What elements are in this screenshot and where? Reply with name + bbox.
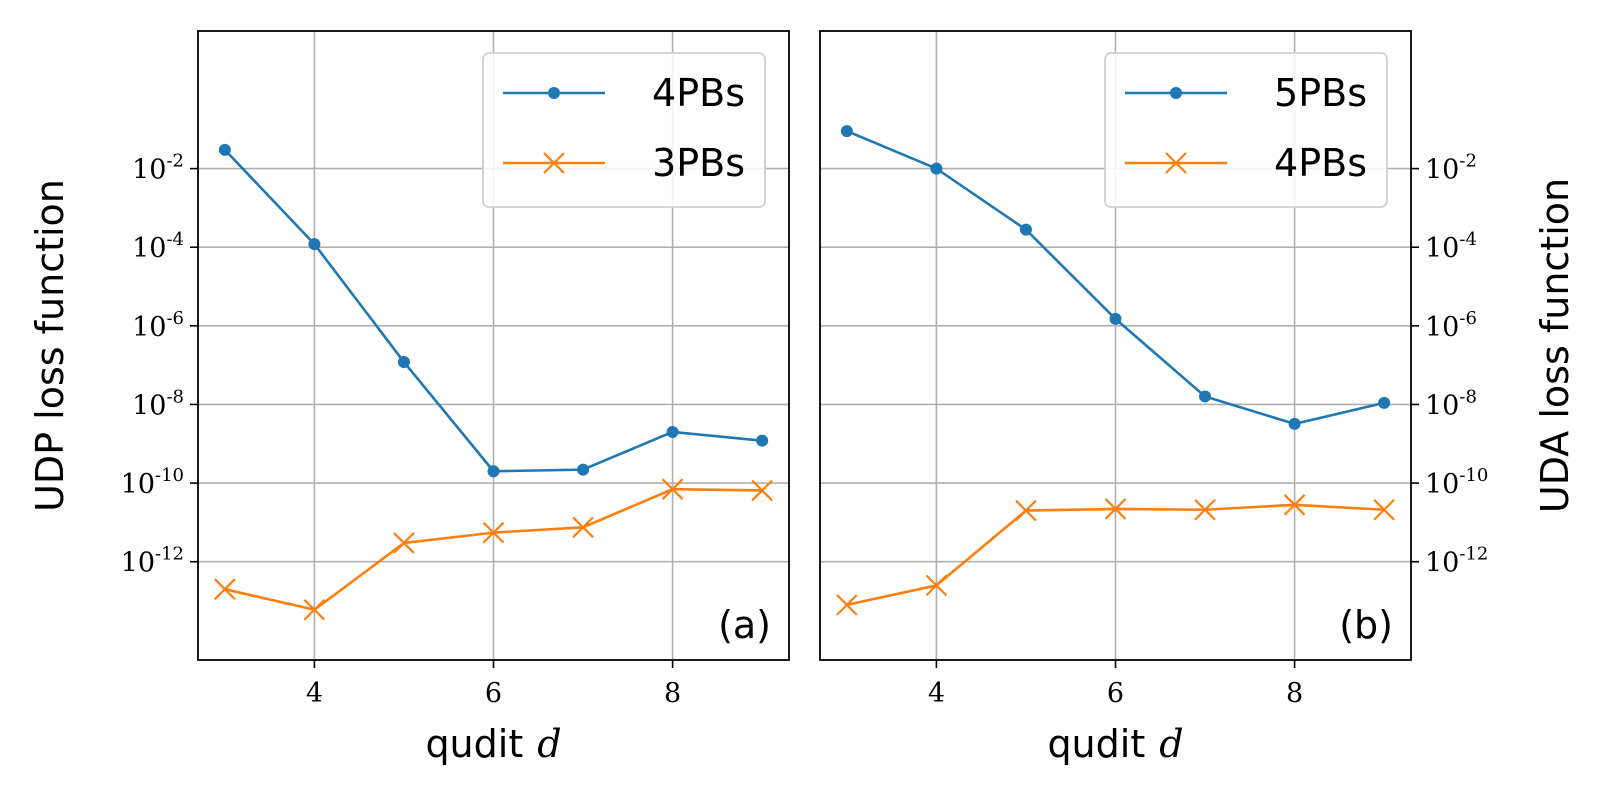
legend-marker	[1165, 152, 1187, 174]
data-point	[925, 574, 948, 597]
data-point	[756, 434, 769, 447]
data-point	[482, 521, 505, 544]
x-tick-label: 4	[306, 678, 323, 709]
data-point	[1109, 312, 1122, 325]
x-tick-label: 8	[664, 678, 681, 709]
data-point	[1378, 396, 1391, 409]
data-point	[751, 479, 773, 502]
data-point	[218, 143, 231, 156]
data-point	[214, 578, 236, 600]
y-tick-exponent: -4	[1459, 229, 1477, 250]
y-tick-label: 10-6	[132, 308, 184, 343]
y-tick-base: 10	[1425, 390, 1459, 421]
y-tick-label: 10-2	[1425, 151, 1477, 186]
y-tick-exponent: -12	[1459, 544, 1488, 565]
y-tick-exponent: -4	[166, 229, 184, 250]
y-tick-label: 10-2	[132, 151, 184, 186]
plot-frame	[197, 30, 790, 661]
data-point	[930, 162, 943, 175]
y-tick-base: 10	[132, 233, 166, 264]
x-axis-title-variable: d	[537, 722, 561, 766]
y-tick-exponent: -12	[155, 544, 184, 565]
data-point	[393, 532, 415, 554]
y-tick-base: 10	[132, 312, 166, 343]
y-tick-base: 10	[1425, 548, 1459, 579]
y-tick-base: 10	[1425, 233, 1459, 264]
legend-label: 4PBs	[652, 71, 745, 115]
data-point	[661, 478, 684, 500]
data-point	[1373, 498, 1395, 521]
data-point	[1015, 499, 1037, 522]
data-point	[1199, 390, 1212, 403]
y-tick-base: 10	[121, 469, 155, 500]
y-tick-exponent: -10	[155, 465, 184, 486]
y-tick-base: 10	[132, 155, 166, 186]
y-tick-exponent: -8	[1459, 386, 1477, 407]
y-tick-base: 10	[1425, 155, 1459, 186]
legend-marker	[1170, 87, 1182, 99]
y-tick-base: 10	[121, 548, 155, 579]
x-tick-label: 6	[485, 678, 502, 709]
y-tick-exponent: -8	[166, 386, 184, 407]
data-point	[303, 598, 326, 621]
x-tick-label: 4	[928, 678, 945, 709]
x-axis-title-text: qudit	[1047, 722, 1145, 766]
x-axis-title: qudit d	[425, 722, 561, 766]
y-tick-label: 10-10	[121, 465, 184, 500]
legend: 4PBs 3PBs	[482, 52, 766, 208]
y-tick-base: 10	[1425, 469, 1459, 500]
y-tick-base: 10	[132, 390, 166, 421]
data-point	[308, 238, 321, 251]
data-point	[836, 594, 858, 616]
y-tick-label: 10-4	[132, 229, 184, 264]
chart-panel-a: 4 6 810-1210-1010-810-610-410-24PBs3PBs(a)…	[28, 30, 790, 766]
y-tick-label: 10-12	[1425, 544, 1488, 579]
data-point	[1194, 498, 1216, 521]
y-tick-exponent: -2	[1459, 151, 1477, 172]
y-tick-label: 10-6	[1425, 308, 1477, 343]
chart-panel-b: 4 6 810-1210-1010-810-610-410-25PBs4PBs(b)…	[819, 30, 1577, 766]
x-axis-title-text: qudit	[425, 722, 523, 766]
legend: 5PBs 4PBs	[1104, 52, 1388, 208]
data-point	[577, 463, 590, 476]
data-point	[1104, 498, 1127, 520]
y-axis-title: UDP loss function	[28, 179, 72, 512]
y-tick-label: 10-8	[132, 386, 184, 421]
legend-label: 4PBs	[1274, 141, 1367, 185]
legend-marker	[543, 152, 565, 174]
legend-label: 3PBs	[652, 141, 745, 185]
panel-label: (b)	[1339, 603, 1393, 647]
data-point	[572, 516, 594, 539]
x-tick-label: 6	[1107, 678, 1124, 709]
data-point	[840, 125, 853, 138]
legend-marker	[548, 87, 560, 99]
x-axis-title: qudit d	[1047, 722, 1183, 766]
legend-label: 5PBs	[1274, 71, 1367, 115]
panel-label: (a)	[718, 603, 771, 647]
y-tick-label: 10-12	[121, 544, 184, 579]
y-tick-label: 10-10	[1425, 465, 1488, 500]
data-point	[397, 356, 410, 369]
y-axis-title: UDA loss function	[1533, 178, 1577, 513]
data-point	[487, 465, 500, 478]
data-point	[1019, 223, 1032, 236]
plot-frame	[819, 30, 1412, 661]
y-tick-exponent: -6	[166, 308, 184, 329]
y-tick-exponent: -6	[1459, 308, 1477, 329]
x-axis-title-variable: d	[1159, 722, 1183, 766]
data-point	[1283, 494, 1306, 516]
data-point	[1288, 417, 1301, 430]
y-tick-exponent: -2	[166, 151, 184, 172]
data-point	[666, 425, 679, 438]
y-tick-label: 10-4	[1425, 229, 1477, 264]
y-tick-label: 10-8	[1425, 386, 1477, 421]
x-tick-label: 8	[1286, 678, 1303, 709]
y-tick-base: 10	[1425, 312, 1459, 343]
y-tick-exponent: -10	[1459, 465, 1488, 486]
